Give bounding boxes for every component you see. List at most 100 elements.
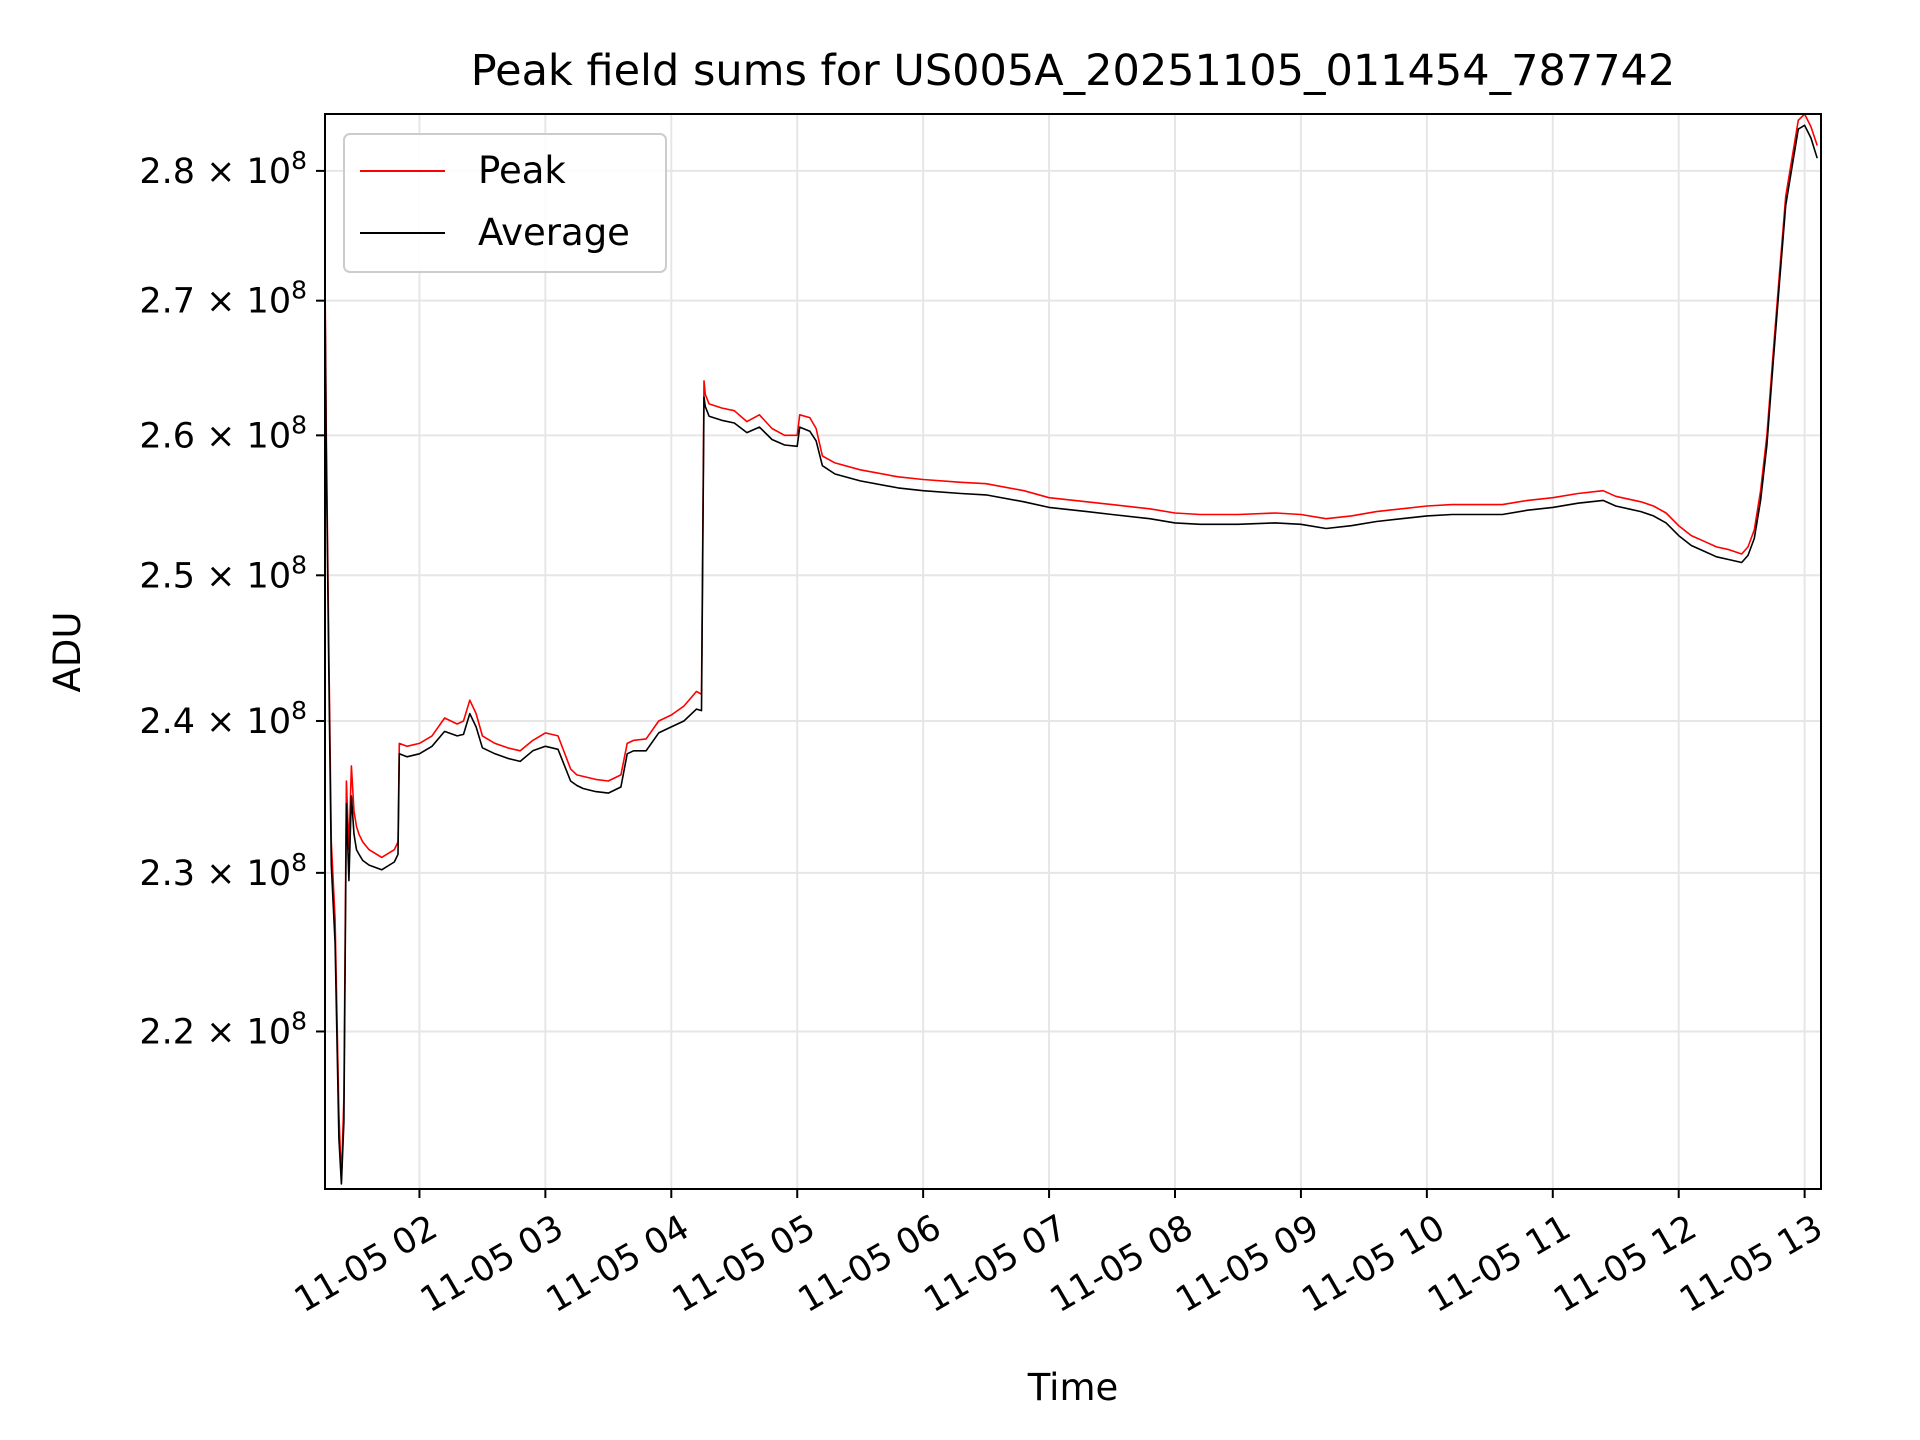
data-point-average	[419, 753, 421, 755]
data-point-peak	[1275, 512, 1277, 514]
data-point-peak	[721, 407, 723, 409]
series-lines	[325, 114, 1818, 1185]
data-point-average	[633, 750, 635, 752]
data-point-peak	[456, 723, 458, 725]
data-point-average	[1502, 514, 1504, 516]
data-point-peak	[683, 705, 685, 707]
data-point-average	[1199, 524, 1201, 526]
data-point-average	[1810, 137, 1812, 139]
data-point-peak	[658, 720, 660, 722]
data-point-average	[1401, 518, 1403, 520]
data-point-average	[708, 415, 710, 417]
data-point-average	[576, 785, 578, 787]
data-point-peak	[645, 738, 647, 740]
data-point-average	[469, 713, 471, 715]
data-point-peak	[351, 765, 353, 767]
data-point-average	[348, 880, 350, 882]
data-point-average	[1804, 125, 1806, 127]
data-point-average	[1766, 444, 1768, 446]
data-point-average	[1351, 525, 1353, 527]
data-point-peak	[671, 714, 673, 716]
data-point-peak	[1741, 553, 1743, 555]
data-point-average	[1451, 514, 1453, 516]
data-point-peak	[419, 743, 421, 745]
data-point-average	[1741, 562, 1743, 564]
data-point-peak	[799, 414, 801, 416]
data-point-average	[532, 750, 534, 752]
data-point-peak	[1401, 508, 1403, 510]
data-point-average	[1779, 283, 1781, 285]
data-point-average	[570, 780, 572, 782]
data-point-average	[358, 854, 360, 856]
data-point-average	[1791, 166, 1793, 168]
data-point-peak	[1716, 546, 1718, 548]
data-point-average	[331, 864, 333, 866]
data-point-average	[1111, 514, 1113, 516]
data-point-peak	[1602, 490, 1604, 492]
data-point-peak	[469, 699, 471, 701]
chart-title: Peak field sums for US005A_20251105_0114…	[471, 46, 1676, 96]
data-point-average	[705, 406, 707, 408]
grid-lines	[325, 114, 1821, 1189]
data-point-average	[368, 864, 370, 866]
data-point-peak	[346, 780, 348, 782]
data-point-peak	[771, 428, 773, 430]
data-point-peak	[1351, 515, 1353, 517]
data-point-average	[1602, 500, 1604, 502]
data-point-peak	[897, 476, 899, 478]
data-point-peak	[1678, 525, 1680, 527]
data-point-average	[1785, 205, 1787, 207]
legend-label-average: Average	[478, 211, 630, 254]
data-point-peak	[353, 811, 355, 813]
data-point-peak	[394, 849, 396, 851]
data-point-peak	[358, 834, 360, 836]
data-point-peak	[1023, 490, 1025, 492]
data-point-average	[1086, 511, 1088, 513]
y-axis-label: ADU	[46, 612, 89, 693]
data-point-average	[799, 426, 801, 428]
legend-box	[343, 133, 667, 273]
data-point-peak	[595, 779, 597, 781]
x-axis-label: Time	[1027, 1366, 1119, 1409]
data-point-peak	[507, 747, 509, 749]
data-point-average	[494, 753, 496, 755]
data-point-peak	[1199, 514, 1201, 516]
data-point-average	[397, 854, 399, 856]
data-point-average	[1728, 559, 1730, 561]
data-point-peak	[1552, 497, 1554, 499]
y-tick-label: 2.8 × 108	[139, 146, 307, 192]
data-point-average	[1772, 363, 1774, 365]
data-point-peak	[626, 743, 628, 745]
data-point-average	[356, 849, 358, 851]
data-point-average	[683, 720, 685, 722]
data-point-average	[721, 420, 723, 422]
data-point-average	[608, 792, 610, 794]
data-point-average	[1174, 522, 1176, 524]
data-point-average	[1023, 501, 1025, 503]
data-point-peak	[545, 732, 547, 734]
data-point-peak	[381, 857, 383, 859]
data-point-average	[1527, 509, 1529, 511]
data-point-peak	[362, 841, 364, 843]
data-point-peak	[1174, 512, 1176, 514]
data-point-peak	[985, 483, 987, 485]
data-point-average	[595, 791, 597, 793]
data-point-peak	[705, 394, 707, 396]
data-point-peak	[570, 768, 572, 770]
data-point-average	[1376, 521, 1378, 523]
data-point-average	[1300, 524, 1302, 526]
data-point-peak	[1653, 505, 1655, 507]
data-point-average	[341, 1183, 343, 1185]
data-point-peak	[1111, 504, 1113, 506]
data-point-peak	[399, 743, 401, 745]
data-point-peak	[784, 435, 786, 437]
y-tick-label: 2.4 × 108	[139, 696, 307, 742]
data-point-average	[1577, 502, 1579, 504]
data-point-average	[338, 1138, 340, 1140]
data-point-average	[399, 753, 401, 755]
y-axis-ticks: 2.2 × 108 2.3 × 108 2.4 × 108 2.5 × 108 2.6 …	[139, 146, 325, 1052]
data-point-peak	[1451, 504, 1453, 506]
data-point-average	[1754, 538, 1756, 540]
data-point-peak	[859, 469, 861, 471]
data-point-average	[626, 753, 628, 755]
